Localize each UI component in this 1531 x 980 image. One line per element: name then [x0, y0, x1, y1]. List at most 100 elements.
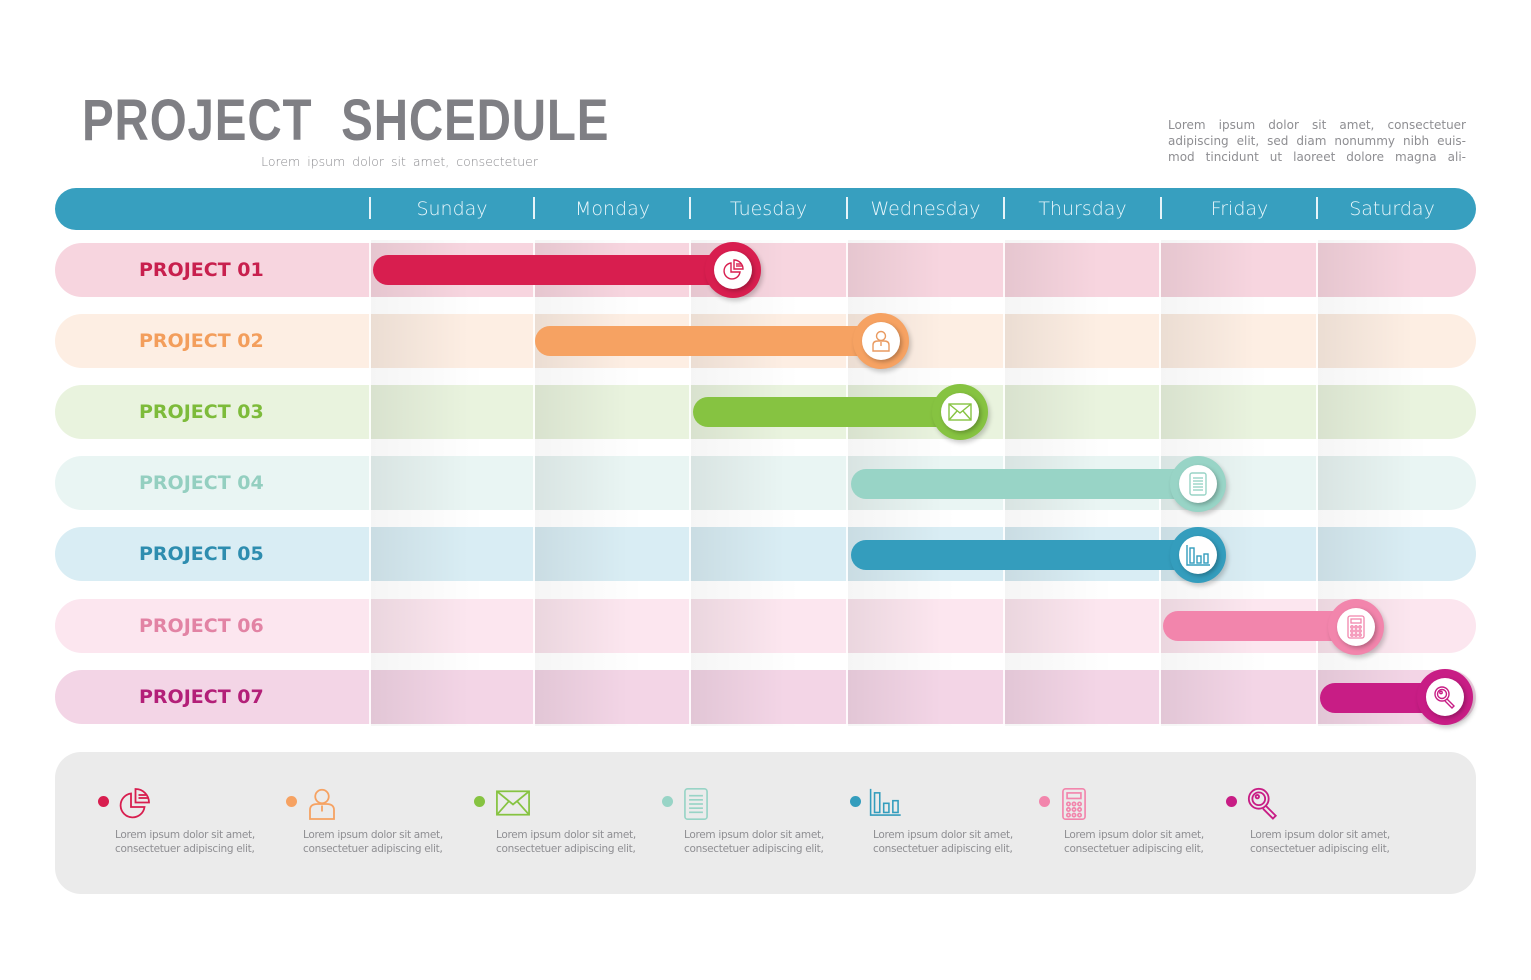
project-row-04: PROJECT 04 [55, 456, 1476, 510]
legend-text-line: Lorem ipsum dolor sit amet, [1064, 829, 1204, 841]
legend-text: Lorem ipsum dolor sit amet, consectetuer… [115, 828, 255, 856]
legend-dot [850, 796, 861, 807]
legend-item: Lorem ipsum dolor sit amet, consectetuer… [1039, 752, 1219, 894]
legend-dot [474, 796, 485, 807]
legend-text-line: consectetuer adipiscing elit, [873, 843, 1013, 855]
day-separator [1160, 197, 1162, 219]
column-divider [689, 240, 691, 726]
cell-shade [1318, 385, 1476, 439]
gantt-bar-knob[interactable] [705, 242, 761, 298]
calculator-icon [1337, 608, 1375, 646]
cell-shade [1161, 314, 1317, 368]
gantt-bar-knob[interactable] [1417, 669, 1473, 725]
project-label: PROJECT 04 [139, 472, 264, 494]
magnifier-icon [1246, 786, 1282, 822]
cell-shade [848, 243, 1004, 297]
gantt-bar-knob[interactable] [1328, 599, 1384, 655]
cell-shade [535, 456, 690, 510]
gantt-bar-knob[interactable] [1170, 456, 1226, 512]
legend-text-line: consectetuer adipiscing elit, [303, 843, 443, 855]
legend-item: Lorem ipsum dolor sit amet, consectetuer… [850, 752, 1030, 894]
cell-shade [1318, 527, 1476, 581]
description-line: adipiscing elit, sed diam nonummy nibh e… [1168, 134, 1466, 148]
legend-text-line: Lorem ipsum dolor sit amet, [115, 829, 255, 841]
cell-shade [535, 670, 690, 724]
project-row-07: PROJECT 07 [55, 670, 1476, 724]
description-line: mod tincidunt ut laoreet dolore magna al… [1168, 150, 1466, 164]
day-sunday: Sunday [416, 198, 488, 220]
legend-text: Lorem ipsum dolor sit amet, consectetuer… [873, 828, 1013, 856]
day-separator [846, 197, 848, 219]
cell-shade [535, 385, 690, 439]
cell-shade [371, 599, 534, 653]
cell-shade [1005, 599, 1160, 653]
mail-icon [941, 393, 979, 431]
description-line: Lorem ipsum dolor sit amet, consectetuer [1168, 118, 1466, 132]
user-icon [862, 322, 900, 360]
project-row-01: PROJECT 01 [55, 243, 1476, 297]
project-row-05: PROJECT 05 [55, 527, 1476, 581]
gantt-bar-project-01[interactable] [373, 255, 743, 285]
gantt-bar-knob[interactable] [853, 313, 909, 369]
day-tuesday: Tuesday [729, 198, 808, 220]
document-icon [680, 786, 716, 822]
document-icon [1179, 465, 1217, 503]
gantt-bar-project-05[interactable] [851, 540, 1211, 570]
calculator-icon [1059, 786, 1095, 822]
column-divider [1316, 240, 1318, 726]
legend-text-line: Lorem ipsum dolor sit amet, [303, 829, 443, 841]
cell-shade [1005, 243, 1160, 297]
mail-icon [494, 786, 530, 822]
cell-shade [691, 670, 847, 724]
legend-dot [1039, 796, 1050, 807]
legend-panel: Lorem ipsum dolor sit amet, consectetuer… [55, 752, 1476, 894]
legend-dot [98, 796, 109, 807]
day-saturday: Saturday [1349, 198, 1435, 220]
page-subtitle: Lorem ipsum dolor sit amet, consectetuer [261, 154, 538, 169]
cell-shade [691, 599, 847, 653]
day-separator [533, 197, 535, 219]
legend-text: Lorem ipsum dolor sit amet, consectetuer… [1250, 828, 1390, 856]
day-friday: Friday [1210, 198, 1269, 220]
day-wednesday: Wednesday [870, 198, 981, 220]
day-separator [689, 197, 691, 219]
description-text: Lorem ipsum dolor sit amet, consectetuer… [1168, 117, 1466, 165]
gantt-bar-project-04[interactable] [851, 469, 1211, 499]
cell-shade [371, 456, 534, 510]
cell-shade [691, 527, 847, 581]
cell-shade [535, 599, 690, 653]
cell-shade [848, 599, 1004, 653]
cell-shade [535, 527, 690, 581]
gantt-bar-project-02[interactable] [535, 326, 893, 356]
magnifier-icon [1426, 678, 1464, 716]
column-divider [533, 240, 535, 726]
cell-shade [1318, 243, 1476, 297]
cell-shade [1318, 314, 1476, 368]
day-monday: Monday [574, 198, 650, 220]
gantt-bar-project-03[interactable] [693, 397, 973, 427]
legend-text: Lorem ipsum dolor sit amet, consectetuer… [684, 828, 824, 856]
pie-chart-icon [714, 251, 752, 289]
gantt-bar-knob[interactable] [1170, 527, 1226, 583]
project-label: PROJECT 02 [139, 330, 264, 352]
project-label: PROJECT 06 [139, 615, 264, 637]
gantt-bar-knob[interactable] [932, 384, 988, 440]
bar-chart-icon [1179, 536, 1217, 574]
day-separator [1316, 197, 1318, 219]
project-label: PROJECT 03 [139, 401, 264, 423]
project-label: PROJECT 07 [139, 686, 264, 708]
cell-shade [848, 670, 1004, 724]
cell-shade [371, 527, 534, 581]
legend-text: Lorem ipsum dolor sit amet, consectetuer… [303, 828, 443, 856]
cell-shade [1005, 314, 1160, 368]
cell-shade [1161, 243, 1317, 297]
legend-item: Lorem ipsum dolor sit amet, consectetuer… [98, 752, 278, 894]
legend-text-line: consectetuer adipiscing elit, [115, 843, 255, 855]
pie-chart-icon [116, 786, 152, 822]
legend-dot [662, 796, 673, 807]
cell-shade [1318, 456, 1476, 510]
legend-text-line: Lorem ipsum dolor sit amet, [684, 829, 824, 841]
cell-shade [371, 314, 534, 368]
legend-text: Lorem ipsum dolor sit amet, consectetuer… [496, 828, 636, 856]
cell-shade [1005, 670, 1160, 724]
